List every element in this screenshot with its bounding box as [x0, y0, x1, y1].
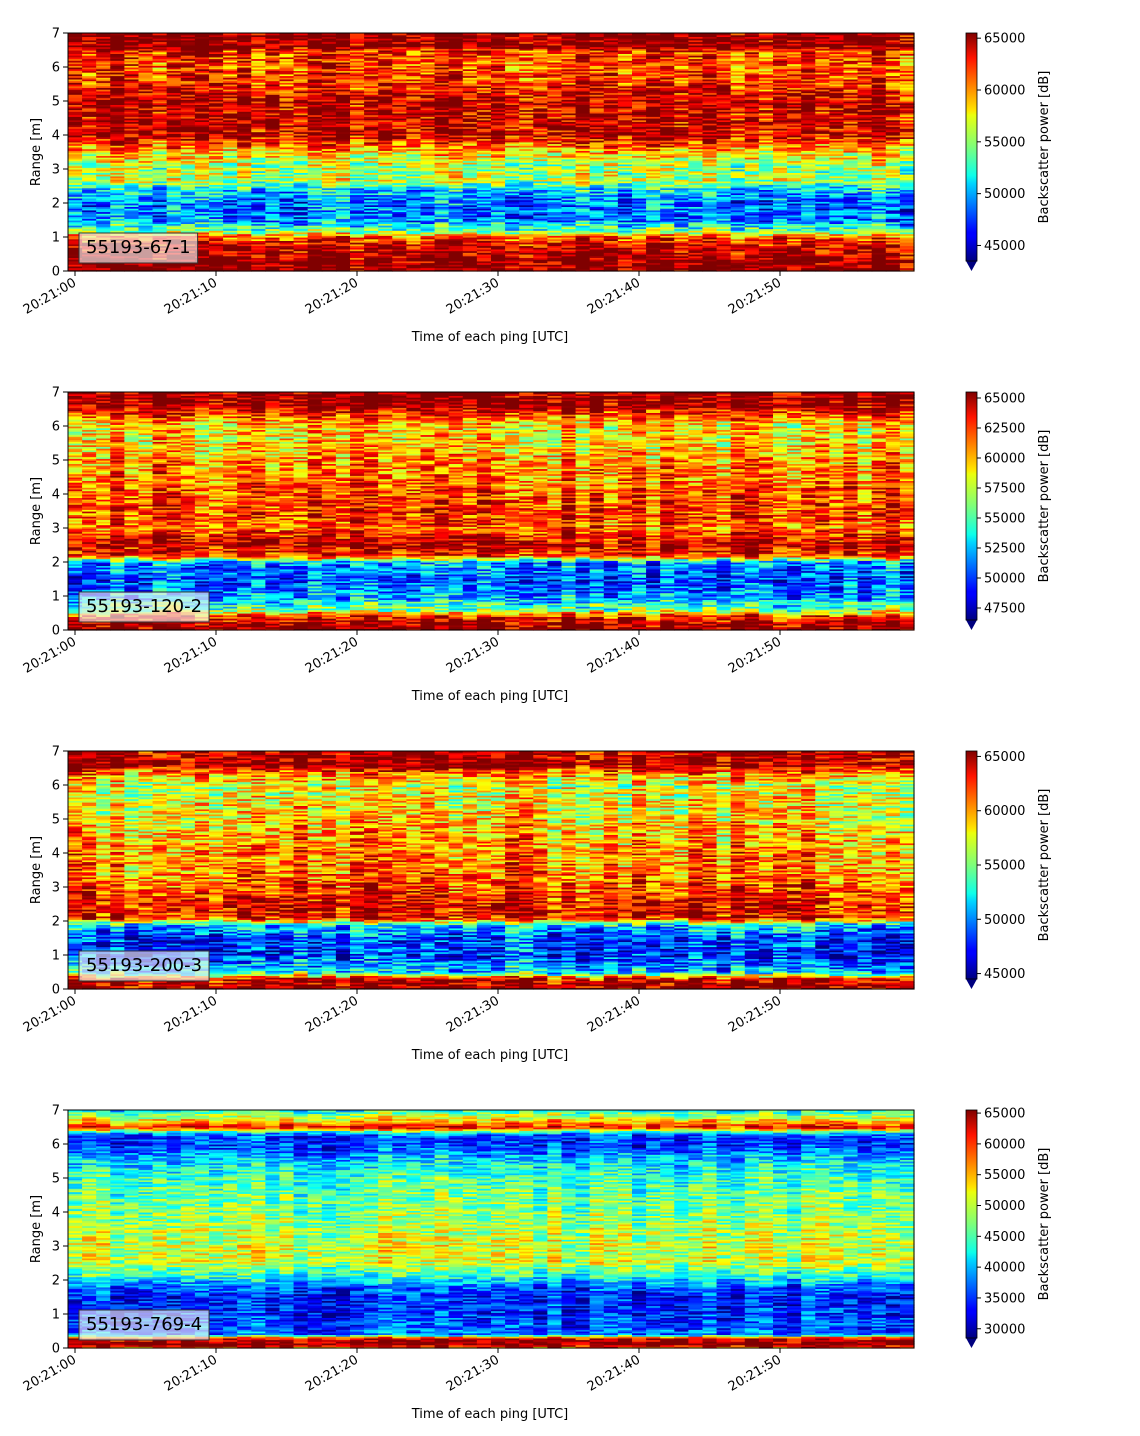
panel-1: 01234567 20:21:00 20:21:10 20:21:20 20:21:3… [21, 27, 1052, 346]
